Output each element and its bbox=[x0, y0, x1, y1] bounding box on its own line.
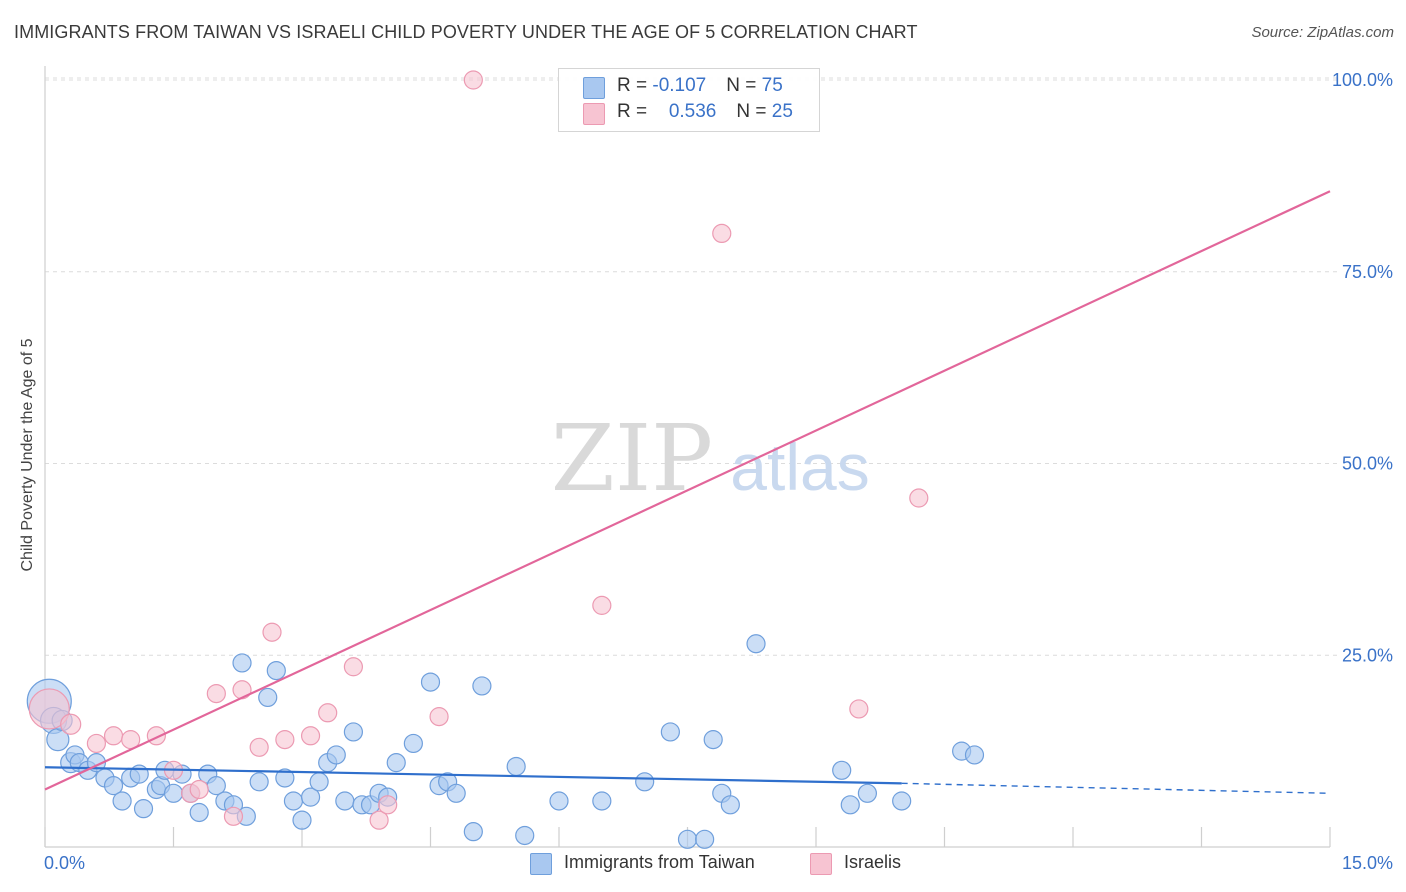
legend-n-label: N = bbox=[726, 75, 762, 96]
watermark-zip: ZIP bbox=[551, 405, 713, 512]
taiwan-point bbox=[472, 676, 492, 696]
israeli-point bbox=[232, 680, 252, 700]
taiwan-point bbox=[232, 653, 252, 673]
taiwan-point bbox=[133, 799, 154, 819]
taiwan-point bbox=[964, 745, 985, 765]
taiwan-point bbox=[283, 791, 304, 811]
taiwan-point bbox=[249, 772, 269, 792]
taiwan-point bbox=[446, 783, 466, 803]
taiwan-trend-extension bbox=[901, 782, 1331, 795]
israeli-point bbox=[429, 707, 449, 727]
taiwan-point bbox=[335, 791, 355, 811]
legend-label-israeli: Israelis bbox=[844, 852, 902, 872]
series-israeli-points bbox=[28, 70, 929, 830]
taiwan-point bbox=[720, 795, 740, 815]
taiwan-point bbox=[112, 791, 132, 811]
legend-stats: R = -0.107 N = 75 R = 0.536 N = 25 bbox=[558, 68, 820, 132]
israeli-point bbox=[223, 806, 244, 826]
taiwan-point bbox=[300, 787, 321, 807]
israeli-point bbox=[318, 703, 338, 723]
chart-title: IMMIGRANTS FROM TAIWAN VS ISRAELI CHILD … bbox=[14, 22, 918, 42]
legend-r-value: -0.107 bbox=[652, 75, 707, 96]
taiwan-point bbox=[892, 791, 912, 811]
legend-n-label: N = bbox=[736, 101, 772, 122]
taiwan-point bbox=[592, 791, 612, 811]
israeli-point bbox=[103, 726, 124, 746]
israeli-point bbox=[86, 733, 107, 754]
israeli-point bbox=[712, 223, 732, 243]
israeli-point bbox=[60, 713, 82, 735]
taiwan-point bbox=[420, 672, 441, 692]
taiwan-point bbox=[343, 722, 363, 742]
legend-r-label: R = bbox=[617, 75, 653, 96]
taiwan-point bbox=[266, 660, 286, 681]
taiwan-point bbox=[309, 772, 329, 792]
source-label: Source: ZipAtlas.com bbox=[1251, 24, 1394, 41]
israeli-point bbox=[909, 488, 929, 508]
taiwan-point bbox=[189, 802, 209, 823]
taiwan-point bbox=[746, 634, 766, 654]
taiwan-point bbox=[549, 791, 569, 811]
israeli-point bbox=[592, 595, 612, 615]
israeli-point bbox=[189, 779, 209, 800]
israeli-point bbox=[849, 699, 869, 719]
taiwan-point bbox=[275, 768, 295, 788]
taiwan-point bbox=[506, 756, 526, 777]
taiwan-point bbox=[463, 822, 483, 842]
legend-swatch-israeli bbox=[810, 853, 832, 875]
taiwan-point bbox=[660, 722, 680, 742]
y-tick-label: 75.0% bbox=[1342, 262, 1393, 282]
taiwan-point bbox=[677, 829, 698, 849]
legend-swatch-taiwan bbox=[530, 853, 552, 875]
taiwan-point bbox=[386, 753, 406, 773]
israeli-point bbox=[262, 622, 282, 642]
taiwan-point bbox=[703, 730, 723, 750]
y-tick-label: 50.0% bbox=[1342, 454, 1393, 474]
watermark: ZIP atlas bbox=[551, 405, 870, 512]
taiwan-point bbox=[515, 825, 535, 846]
israeli-trend-line bbox=[44, 190, 1331, 791]
israeli-point bbox=[343, 657, 363, 677]
legend-n-value: 75 bbox=[761, 75, 783, 96]
israeli-point bbox=[300, 726, 321, 746]
taiwan-point bbox=[258, 687, 278, 708]
taiwan-point bbox=[832, 760, 852, 780]
y-tick-label: 100.0% bbox=[1332, 70, 1393, 90]
israeli-point bbox=[369, 810, 389, 830]
x-tick-label-min: 0.0% bbox=[44, 853, 85, 873]
israeli-point bbox=[206, 683, 226, 704]
x-tick-label-max: 15.0% bbox=[1342, 853, 1393, 873]
y-tick-label: 25.0% bbox=[1342, 645, 1393, 665]
israeli-point bbox=[28, 688, 70, 730]
watermark-atlas: atlas bbox=[730, 430, 869, 504]
israeli-point bbox=[249, 737, 269, 757]
israeli-point bbox=[378, 795, 398, 815]
taiwan-point bbox=[326, 745, 346, 765]
trend-lines bbox=[44, 190, 1331, 795]
series-taiwan-points bbox=[26, 634, 985, 849]
taiwan-trend-line bbox=[44, 766, 902, 785]
israeli-point bbox=[275, 730, 295, 750]
taiwan-point bbox=[635, 772, 655, 792]
legend-r-value: 0.536 bbox=[668, 101, 717, 122]
taiwan-point bbox=[695, 829, 715, 849]
taiwan-point bbox=[103, 776, 124, 796]
taiwan-point bbox=[163, 783, 184, 803]
israeli-point bbox=[463, 70, 483, 90]
tick-labels: 25.0% 50.0% 75.0% 100.0% 0.0% 15.0% bbox=[44, 70, 1393, 873]
taiwan-point bbox=[403, 733, 423, 754]
legend-swatch-taiwan bbox=[583, 77, 605, 99]
taiwan-point bbox=[840, 795, 860, 815]
legend-n-value: 25 bbox=[771, 101, 793, 122]
legend-label-taiwan: Immigrants from Taiwan bbox=[564, 852, 755, 872]
legend-r-label: R = bbox=[617, 101, 653, 122]
taiwan-point bbox=[292, 810, 312, 830]
gridlines bbox=[45, 77, 1338, 656]
legend-swatch-israeli bbox=[583, 103, 605, 125]
taiwan-point bbox=[857, 783, 878, 803]
